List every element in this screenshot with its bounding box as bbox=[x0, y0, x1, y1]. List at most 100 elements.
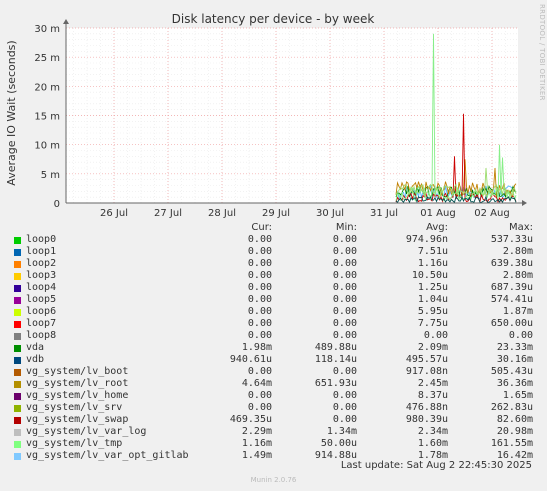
legend-max-value: 650.00u bbox=[490, 318, 533, 329]
legend-max-value: 505.43u bbox=[490, 366, 533, 377]
legend-avg-value: 917.08n bbox=[405, 366, 448, 377]
header-min: Min: bbox=[335, 222, 357, 233]
y-ticks: 0 5 m 10 m 15 m 20 m 25 m 30 m bbox=[34, 24, 60, 210]
y-tick-label: 5 m bbox=[41, 170, 60, 181]
legend-cur-value: 0.00 bbox=[247, 234, 272, 245]
legend-row: vg_system/lv_home 0.00 0.00 8.37u 1.65m bbox=[0, 390, 547, 402]
legend-max-value: 36.36m bbox=[496, 378, 533, 389]
legend-cur-value: 1.16m bbox=[241, 438, 272, 449]
legend-swatch bbox=[14, 429, 21, 436]
legend-row: loop4 0.00 0.00 1.25u 687.39u bbox=[0, 282, 547, 294]
series-lines bbox=[395, 33, 517, 204]
legend-min-value: 651.93u bbox=[314, 378, 357, 389]
legend-cur-value: 1.98m bbox=[241, 342, 272, 353]
legend-max-value: 20.98m bbox=[496, 426, 533, 437]
legend-cur-value: 940.61u bbox=[229, 354, 272, 365]
legend-min-value: 0.00 bbox=[332, 294, 357, 305]
legend-min-value: 0.00 bbox=[332, 330, 357, 341]
legend-max-value: 2.80m bbox=[502, 246, 533, 257]
legend-swatch bbox=[14, 297, 21, 304]
legend-avg-value: 1.16u bbox=[417, 258, 448, 269]
legend-swatch bbox=[14, 417, 21, 424]
legend-max-value: 1.87m bbox=[502, 306, 533, 317]
legend-avg-value: 2.45m bbox=[417, 378, 448, 389]
last-update: Last update: Sat Aug 2 22:45:30 2025 bbox=[340, 460, 532, 471]
legend-min-value: 914.88u bbox=[314, 450, 357, 461]
x-tick-label: 27 Jul bbox=[154, 208, 182, 219]
legend-name: loop6 bbox=[26, 306, 57, 317]
legend-name: loop2 bbox=[26, 258, 57, 269]
legend-min-value: 0.00 bbox=[332, 306, 357, 317]
legend-min-value: 0.00 bbox=[332, 318, 357, 329]
y-tick-label: 20 m bbox=[34, 82, 60, 93]
legend-max-value: 16.42m bbox=[496, 450, 533, 461]
legend-swatch bbox=[14, 285, 21, 292]
legend-avg-value: 2.09m bbox=[417, 342, 448, 353]
series-line bbox=[395, 33, 517, 203]
legend-avg-value: 10.50u bbox=[411, 270, 448, 281]
legend-name: loop5 bbox=[26, 294, 57, 305]
legend-swatch bbox=[14, 393, 21, 400]
legend-swatch bbox=[14, 309, 21, 316]
axes bbox=[63, 19, 527, 206]
legend-min-value: 489.88u bbox=[314, 342, 357, 353]
legend-max-value: 2.80m bbox=[502, 270, 533, 281]
legend-swatch bbox=[14, 237, 21, 244]
legend-min-value: 50.00u bbox=[320, 438, 357, 449]
legend-min-value: 1.34m bbox=[326, 426, 357, 437]
legend-name: vg_system/lv_var_opt_gitlab bbox=[26, 450, 189, 461]
legend-name: vg_system/lv_tmp bbox=[26, 438, 123, 449]
legend-min-value: 0.00 bbox=[332, 390, 357, 401]
legend-swatch bbox=[14, 261, 21, 268]
legend-row: loop6 0.00 0.00 5.95u 1.87m bbox=[0, 306, 547, 318]
legend-swatch bbox=[14, 381, 21, 388]
legend-swatch bbox=[14, 273, 21, 280]
legend-name: vg_system/lv_srv bbox=[26, 402, 123, 413]
legend-name: vda bbox=[26, 342, 45, 353]
grid bbox=[66, 27, 518, 203]
x-tick-label: 28 Jul bbox=[208, 208, 236, 219]
y-axis-label: Average IO Wait (seconds) bbox=[5, 40, 18, 185]
legend-row: vg_system/lv_var_opt_gitlab 1.49m 914.88u 1… bbox=[0, 450, 547, 462]
legend-row: vg_system/lv_tmp 1.16m 50.00u 1.60m 161.55m bbox=[0, 438, 547, 450]
legend-row: loop0 0.00 0.00 974.96n 537.33u bbox=[0, 234, 547, 246]
legend-max-value: 1.65m bbox=[502, 390, 533, 401]
y-tick-label: 10 m bbox=[34, 141, 60, 152]
legend-row: vg_system/lv_root 4.64m 651.93u 2.45m 36.36m bbox=[0, 378, 547, 390]
x-ticks: 26 Jul 27 Jul 28 Jul 29 Jul 30 Jul 31 Jul 01 A… bbox=[100, 208, 510, 219]
legend-row: vda 1.98m 489.88u 2.09m 23.33m bbox=[0, 342, 547, 354]
chart-title: Disk latency per device - by week bbox=[172, 12, 375, 26]
legend-max-value: 161.55m bbox=[490, 438, 533, 449]
legend-max-value: 262.83u bbox=[490, 402, 533, 413]
legend-swatch bbox=[14, 345, 21, 352]
legend-row: vg_system/lv_var_log 2.29m 1.34m 2.34m 20.98… bbox=[0, 426, 547, 438]
y-tick-label: 30 m bbox=[34, 24, 60, 35]
legend-avg-value: 1.25u bbox=[417, 282, 448, 293]
legend-cur-value: 0.00 bbox=[247, 402, 272, 413]
legend-cur-value: 0.00 bbox=[247, 366, 272, 377]
legend-avg-value: 980.39u bbox=[405, 414, 448, 425]
legend-min-value: 0.00 bbox=[332, 258, 357, 269]
legend-row: loop8 0.00 0.00 0.00 0.00 bbox=[0, 330, 547, 342]
legend-row: vdb 940.61u 118.14u 495.57u 30.16m bbox=[0, 354, 547, 366]
header-max: Max: bbox=[508, 222, 533, 233]
legend-cur-value: 0.00 bbox=[247, 330, 272, 341]
legend-avg-value: 8.37u bbox=[417, 390, 448, 401]
legend-avg-value: 2.34m bbox=[417, 426, 448, 437]
legend-name: loop1 bbox=[26, 246, 57, 257]
legend-name: vg_system/lv_var_log bbox=[26, 426, 147, 437]
y-tick-label: 0 bbox=[54, 199, 60, 210]
legend-min-value: 0.00 bbox=[332, 414, 357, 425]
legend-avg-value: 7.51u bbox=[417, 246, 448, 257]
legend-row: vg_system/lv_srv 0.00 0.00 476.88n 262.83u bbox=[0, 402, 547, 414]
legend-max-value: 23.33m bbox=[496, 342, 533, 353]
legend-name: vdb bbox=[26, 354, 45, 365]
legend-swatch bbox=[14, 357, 21, 364]
y-tick-label: 15 m bbox=[34, 112, 60, 123]
legend-max-value: 639.38u bbox=[490, 258, 533, 269]
y-tick-label: 25 m bbox=[34, 53, 60, 64]
header-cur: Cur: bbox=[251, 222, 272, 233]
legend-max-value: 687.39u bbox=[490, 282, 533, 293]
legend-cur-value: 1.49m bbox=[241, 450, 272, 461]
legend-cur-value: 0.00 bbox=[247, 306, 272, 317]
